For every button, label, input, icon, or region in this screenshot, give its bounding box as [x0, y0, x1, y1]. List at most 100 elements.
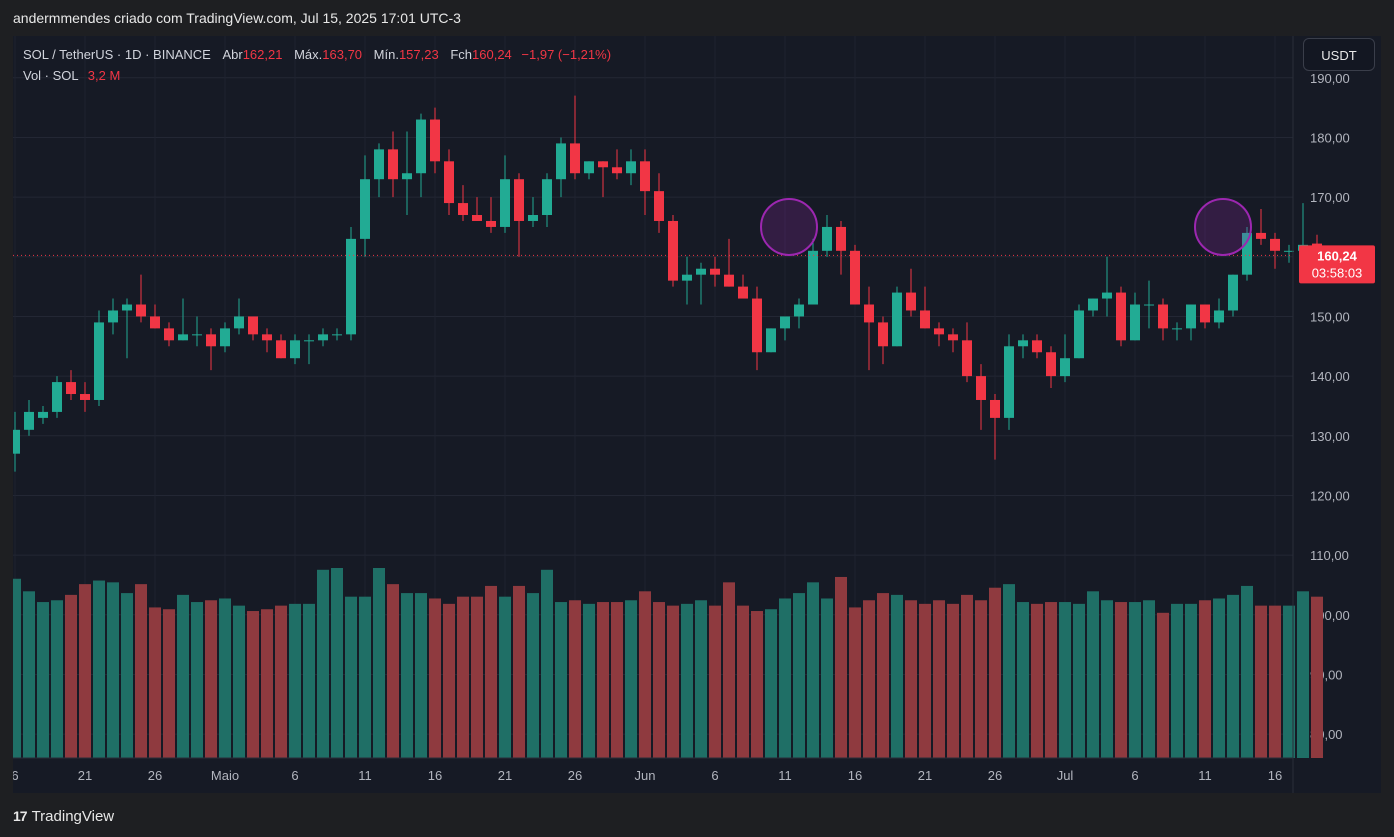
legend-open-label: Abr: [222, 47, 243, 62]
candle-body: [808, 250, 818, 305]
candle-body: [948, 334, 958, 341]
legend-volume-label[interactable]: Vol · SOL: [23, 68, 79, 83]
volume-bar: [1087, 591, 1099, 758]
x-tick-label: 6: [1131, 768, 1138, 783]
volume-bar: [1157, 612, 1169, 758]
volume-bar: [471, 596, 483, 758]
candle-body: [570, 143, 580, 174]
legend-symbol[interactable]: SOL / TetherUS · 1D · BINANCE: [23, 47, 211, 62]
candle-body: [360, 179, 370, 239]
volume-bar: [653, 602, 665, 758]
y-tick-label: 110,00: [1310, 548, 1349, 563]
x-tick-label: 26: [988, 768, 1002, 783]
candle-body: [150, 316, 160, 329]
volume-bar: [555, 602, 567, 758]
volume-bar: [499, 596, 511, 758]
candle-body: [878, 322, 888, 347]
volume-bar: [275, 605, 287, 758]
candle-body: [1130, 304, 1140, 341]
footer-brand[interactable]: 17 TradingView: [13, 806, 114, 826]
candle-body: [542, 179, 552, 216]
y-tick-label: 190,00: [1310, 71, 1350, 86]
chart-frame[interactable]: 190,00180,00170,00160,00150,00140,00130,…: [13, 36, 1381, 793]
volume-bar: [1073, 603, 1085, 758]
volume-bar: [233, 605, 245, 758]
candle-body: [752, 298, 762, 353]
volume-bar: [1311, 596, 1323, 758]
candle-body: [1214, 310, 1224, 323]
legend-ohlc-row: SOL / TetherUS · 1D · BINANCE Abr162,21 …: [23, 46, 611, 67]
volume-bar: [359, 596, 371, 758]
candle-body: [1046, 352, 1056, 377]
candle-body: [402, 173, 412, 180]
x-tick-label: 6: [291, 768, 298, 783]
volume-bar: [1115, 602, 1127, 758]
candle-body: [220, 328, 230, 347]
legend-volume-row: Vol · SOL 3,2 M: [23, 67, 611, 88]
candle-body: [178, 334, 188, 341]
volume-bar: [765, 609, 777, 758]
volume-bar: [527, 593, 539, 758]
candle-body: [528, 215, 538, 221]
volume-bar: [1241, 585, 1253, 758]
candle-body: [1074, 310, 1084, 359]
volume-bar: [793, 593, 805, 758]
candle-body: [388, 149, 398, 180]
volume-bar: [1269, 605, 1281, 758]
volume-bar: [289, 603, 301, 758]
volume-bar: [65, 594, 77, 758]
candle-body: [472, 215, 482, 221]
candle-body: [766, 328, 776, 353]
volume-bar: [597, 602, 609, 758]
candle-body: [836, 226, 846, 251]
volume-bar: [261, 609, 273, 758]
x-tick-label: 6: [711, 768, 718, 783]
volume-bar: [1129, 602, 1141, 758]
legend-close-value: 160,24: [472, 47, 512, 62]
candle-body: [962, 340, 972, 377]
volume-bar: [443, 603, 455, 758]
candle-body: [374, 149, 384, 180]
volume-bar: [51, 600, 63, 758]
volume-bar: [1283, 605, 1295, 758]
x-tick-label: 11: [1198, 768, 1212, 783]
x-tick-label: 26: [148, 768, 162, 783]
candle-body: [990, 399, 1000, 418]
candle-body: [1172, 328, 1182, 330]
candle-body: [164, 328, 174, 341]
volume-bar: [331, 568, 343, 758]
candle-body: [864, 304, 874, 323]
volume-bar: [919, 603, 931, 758]
candle-body: [206, 334, 216, 347]
chart-legend: SOL / TetherUS · 1D · BINANCE Abr162,21 …: [23, 46, 611, 88]
volume-bar: [611, 602, 623, 758]
volume-bar: [373, 568, 385, 758]
volume-bar: [205, 600, 217, 758]
x-tick-label: 21: [918, 768, 932, 783]
x-tick-label: 16: [848, 768, 862, 783]
x-tick-label: 21: [78, 768, 92, 783]
candle-body: [934, 328, 944, 335]
candle-body: [794, 304, 804, 317]
candle-body: [892, 292, 902, 347]
volume-bar: [975, 600, 987, 758]
candle-body: [1158, 304, 1168, 329]
volume-bar: [177, 594, 189, 758]
volume-bar: [583, 603, 595, 758]
price-tag: [1299, 245, 1375, 284]
y-tick-label: 120,00: [1310, 488, 1350, 503]
chart-caption: andermmendes criado com TradingView.com,…: [13, 10, 461, 26]
x-tick-label: 6: [13, 768, 19, 783]
candle-body: [13, 429, 20, 454]
currency-button[interactable]: USDT: [1303, 38, 1375, 71]
footer-brand-text: TradingView: [31, 807, 115, 825]
volume-bar: [13, 578, 21, 758]
volume-bar: [667, 605, 679, 758]
candle-body: [584, 161, 594, 174]
volume-bar: [135, 584, 147, 758]
candlestick-chart[interactable]: 190,00180,00170,00160,00150,00140,00130,…: [13, 36, 1381, 793]
candle-body: [1256, 232, 1266, 239]
candle-body: [920, 310, 930, 329]
volume-bar: [541, 569, 553, 758]
volume-bar: [1101, 600, 1113, 758]
